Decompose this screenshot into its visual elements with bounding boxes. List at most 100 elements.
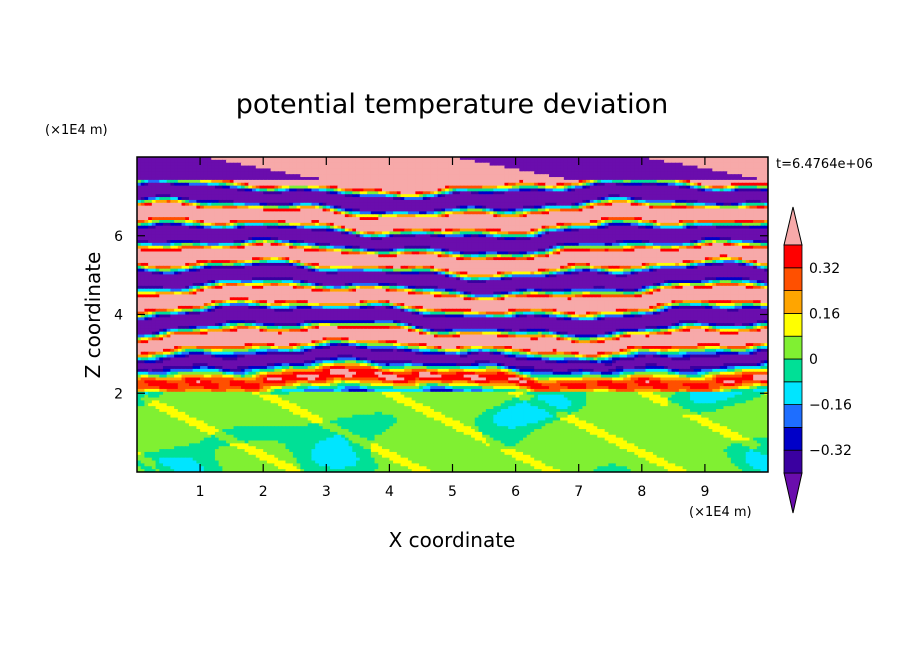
contour-cell — [218, 168, 223, 172]
contour-cell — [704, 159, 710, 164]
contour-cell — [140, 179, 146, 184]
contour-cell — [396, 171, 402, 175]
contour-cell — [497, 162, 502, 167]
contour-cell — [619, 162, 624, 167]
contour-cell — [433, 168, 439, 172]
contour-cell — [723, 168, 728, 172]
contour-cell — [159, 177, 164, 181]
contour-cell — [337, 177, 342, 181]
contour-cell — [396, 179, 402, 184]
contour-cell — [140, 174, 146, 178]
contour-cell — [259, 177, 264, 181]
contour-cell — [467, 171, 472, 175]
contour-cell — [389, 168, 394, 172]
contour-cell — [738, 174, 743, 178]
contour-cell — [222, 179, 227, 184]
contour-cell — [326, 171, 331, 175]
contour-cell — [645, 171, 650, 175]
contour-cell — [304, 171, 309, 175]
contour-cell — [682, 179, 687, 184]
contour-cell — [682, 165, 687, 170]
contour-cell — [177, 179, 183, 184]
contour-cell — [370, 165, 376, 170]
contour-cell — [574, 159, 580, 164]
contour-cell — [749, 168, 754, 172]
contour-cell — [307, 165, 313, 170]
contour-cell — [523, 177, 528, 181]
contour-cell — [630, 174, 635, 178]
contour-cell — [712, 174, 717, 178]
contour-cell — [289, 159, 294, 164]
contour-cell — [504, 168, 509, 172]
contour-cell — [482, 174, 487, 178]
contour-cell — [686, 177, 691, 181]
contour-cell — [608, 171, 613, 175]
contour-cell — [378, 159, 383, 164]
contour-cell — [155, 177, 160, 181]
contour-cell — [738, 168, 743, 172]
contour-cell — [719, 171, 725, 175]
contour-cell — [148, 174, 153, 178]
contour-cell — [326, 162, 331, 167]
contour-cell — [304, 177, 309, 181]
contour-cell — [363, 168, 368, 172]
contour-cell — [738, 159, 743, 164]
contour-cell — [567, 174, 572, 178]
contour-cell — [515, 162, 520, 167]
contour-cell — [192, 182, 197, 187]
contour-cell — [237, 171, 242, 175]
contour-cell — [237, 179, 242, 184]
contour-cell — [515, 177, 520, 181]
contour-cell — [508, 171, 513, 175]
contour-cell — [630, 165, 635, 170]
contour-cell — [459, 162, 465, 167]
contour-cell — [240, 182, 246, 187]
contour-cell — [226, 182, 231, 187]
contour-cell — [523, 165, 528, 170]
contour-cell — [162, 171, 168, 175]
contour-cell — [400, 162, 405, 167]
contour-cell — [211, 157, 216, 161]
contour-cell — [311, 174, 316, 178]
contour-cell — [140, 159, 146, 164]
contour-cell — [652, 165, 658, 170]
contour-cell — [563, 162, 569, 167]
contour-cell — [281, 182, 287, 187]
contour-cell — [552, 162, 558, 167]
contour-cell — [419, 168, 424, 172]
contour-cell — [474, 157, 480, 161]
contour-cell — [207, 159, 212, 164]
contour-cell — [166, 168, 171, 172]
contour-cell — [393, 174, 398, 178]
contour-cell — [589, 159, 595, 164]
contour-cell — [467, 177, 472, 181]
contour-cell — [348, 171, 353, 175]
contour-cell — [745, 162, 751, 167]
contour-cell — [155, 182, 160, 187]
contour-cell — [652, 177, 658, 181]
contour-cell — [745, 179, 751, 184]
contour-cell — [615, 162, 621, 167]
contour-cell — [352, 179, 357, 184]
contour-cell — [690, 174, 695, 178]
contour-cell — [474, 177, 480, 181]
contour-cell — [174, 171, 179, 175]
contour-cell — [222, 162, 227, 167]
contour-cell — [519, 177, 524, 181]
contour-cell — [693, 174, 699, 178]
contour-cell — [445, 171, 450, 175]
contour-cell — [385, 157, 390, 161]
contour-cell — [511, 162, 517, 167]
contour-cell — [396, 177, 402, 181]
contour-cell — [493, 174, 498, 178]
contour-cell — [552, 177, 558, 181]
contour-cell — [549, 162, 554, 167]
contour-cell — [597, 174, 602, 178]
contour-cell — [274, 179, 279, 184]
contour-cell — [411, 168, 416, 172]
contour-cell — [374, 159, 379, 164]
contour-cell — [764, 168, 768, 172]
contour-cell — [266, 171, 272, 175]
contour-cell — [415, 177, 420, 181]
